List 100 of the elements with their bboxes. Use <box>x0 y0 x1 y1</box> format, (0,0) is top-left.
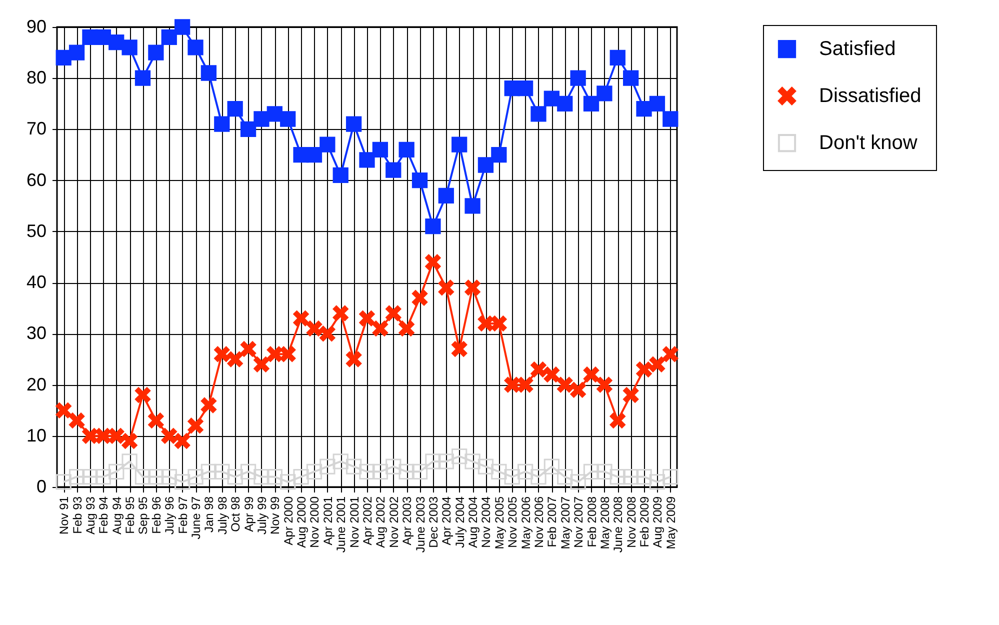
point <box>544 90 560 106</box>
point <box>491 464 507 480</box>
point <box>478 157 494 173</box>
y-tick-label: 80 <box>26 68 46 88</box>
x-tick-label: Nov 2005 <box>506 496 520 548</box>
point <box>148 468 164 485</box>
x-tick-label: Sep 95 <box>136 496 150 535</box>
point <box>174 433 190 449</box>
point <box>636 362 652 378</box>
x-tick-label: May 2006 <box>518 496 533 550</box>
point <box>636 100 652 117</box>
y-tick-label: 0 <box>36 476 46 496</box>
point <box>280 474 296 490</box>
point <box>610 468 626 485</box>
point <box>188 40 204 56</box>
point <box>122 454 138 470</box>
point <box>68 468 85 485</box>
x-tick-label: Aug 2009 <box>650 496 665 548</box>
point <box>240 341 256 357</box>
y-tick-label: 50 <box>26 220 46 241</box>
point <box>320 326 336 342</box>
point <box>359 464 375 480</box>
point <box>306 146 322 163</box>
point <box>583 96 600 112</box>
point <box>491 316 507 332</box>
x-tick-label: Feb 95 <box>123 496 138 534</box>
point <box>372 320 388 336</box>
point <box>266 468 282 485</box>
point <box>56 474 72 490</box>
point <box>254 356 270 372</box>
point <box>320 136 336 152</box>
point <box>188 418 204 434</box>
x-tick-label: May 2009 <box>664 496 678 550</box>
point <box>610 50 626 66</box>
point <box>636 468 652 485</box>
x-tick-label: Feb 97 <box>176 496 190 534</box>
point <box>412 172 428 188</box>
point <box>359 310 375 326</box>
point <box>623 387 639 403</box>
point <box>596 86 612 102</box>
x-tick-label: Nov 91 <box>57 496 72 535</box>
x-tick-label: Feb 2007 <box>545 496 560 548</box>
point <box>266 346 282 362</box>
point <box>478 316 494 332</box>
x-tick-label: Nov 99 <box>268 496 282 535</box>
x-tick-label: Aug 2004 <box>466 496 480 548</box>
point <box>134 468 151 485</box>
point <box>82 468 98 485</box>
point <box>108 428 124 444</box>
point <box>280 346 296 362</box>
x-tick-label: Oct 98 <box>228 496 243 532</box>
x-tick-label: Feb 96 <box>149 496 164 534</box>
point <box>530 468 546 485</box>
y-tick-label: 60 <box>26 170 46 190</box>
point <box>372 142 388 158</box>
x-tick-label: June 2008 <box>611 496 626 553</box>
x-tick-label: Apr 2002 <box>360 496 374 546</box>
point <box>134 70 151 86</box>
point <box>227 468 243 485</box>
point <box>254 111 270 127</box>
point <box>306 320 322 336</box>
point <box>438 188 454 204</box>
x-tick-label: Jan 98 <box>202 496 216 533</box>
point <box>95 428 111 444</box>
x-tick-label: Apr 2000 <box>281 496 296 546</box>
point <box>662 111 678 127</box>
point <box>517 376 534 393</box>
point <box>386 162 402 178</box>
point <box>596 376 612 393</box>
x-tick-label: Aug 93 <box>83 496 98 535</box>
point <box>346 116 362 132</box>
point <box>161 428 177 444</box>
y-tick-label: 90 <box>26 16 46 36</box>
point <box>227 100 243 117</box>
point <box>464 198 480 214</box>
point <box>227 351 243 368</box>
point <box>254 468 270 485</box>
point <box>412 290 428 306</box>
point <box>452 341 468 357</box>
legend-label: Dissatisfied <box>819 85 922 107</box>
point <box>425 454 441 470</box>
point <box>452 448 468 464</box>
x-tick-label: Nov 2002 <box>386 496 401 548</box>
y-tick-label: 40 <box>26 272 46 292</box>
point <box>134 387 151 403</box>
point <box>240 464 256 480</box>
point <box>438 280 454 296</box>
x-tick-label: Apr 2004 <box>440 496 454 546</box>
x-tick-label: May 2008 <box>598 496 612 550</box>
y-tick-label: 30 <box>26 323 46 344</box>
point <box>332 305 348 322</box>
y-tick-label: 70 <box>26 118 46 139</box>
x-tick-label: Nov 2007 <box>572 496 586 548</box>
point <box>200 397 217 414</box>
point <box>332 167 348 184</box>
point <box>346 458 362 474</box>
point <box>359 152 375 168</box>
point <box>425 218 441 234</box>
point <box>200 464 217 480</box>
y-tick-label: 10 <box>26 425 46 446</box>
